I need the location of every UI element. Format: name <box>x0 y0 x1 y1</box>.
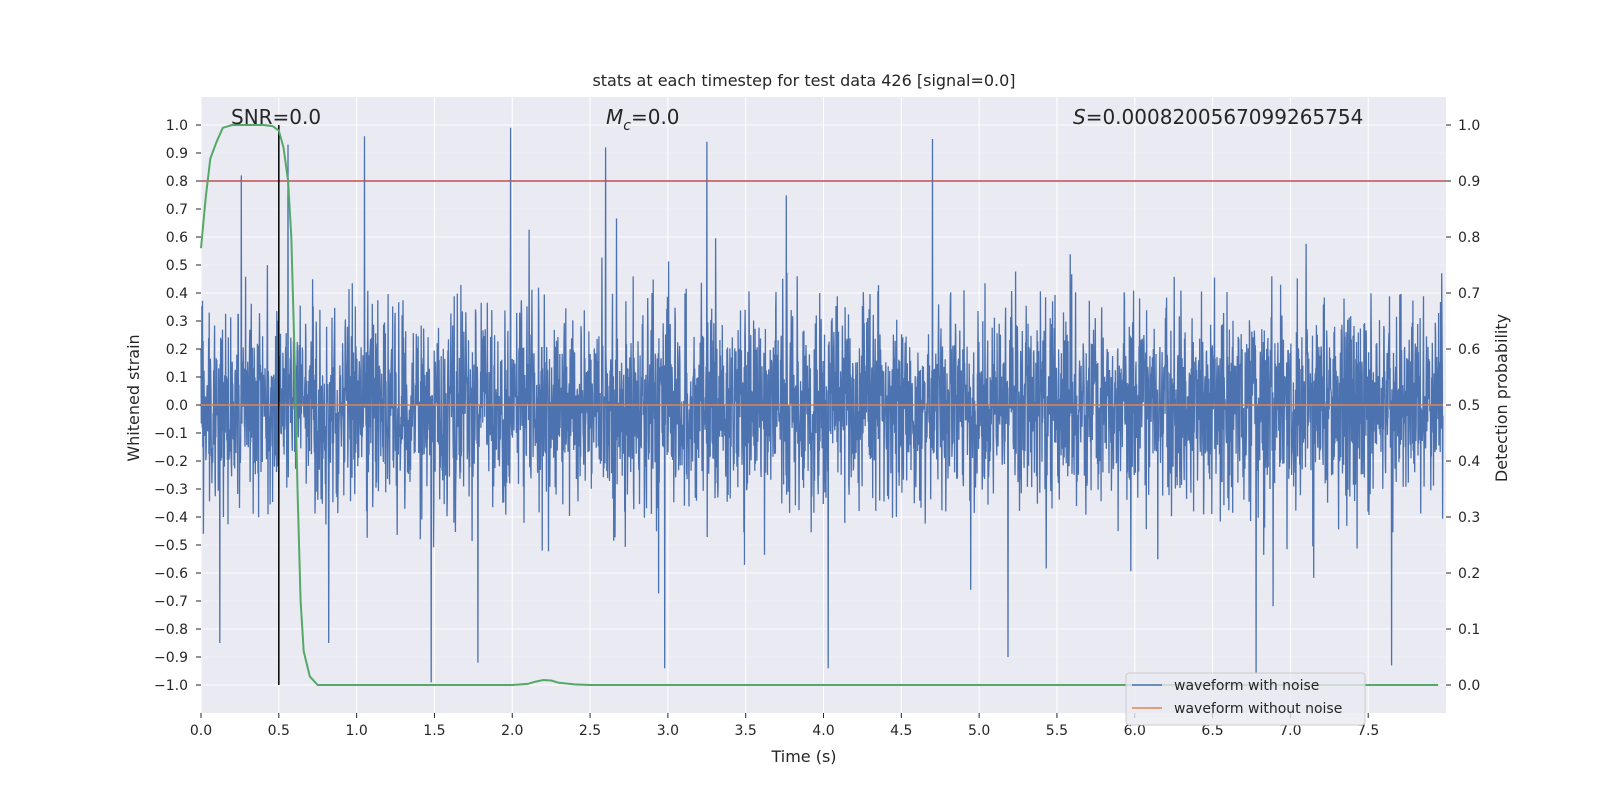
y-tick-label: −0.3 <box>154 482 188 498</box>
x-tick-label: 5.5 <box>1046 723 1068 739</box>
mc-annotation: Mc=0.0 <box>606 105 680 134</box>
y-tick-label: 0.9 <box>166 146 188 162</box>
y2-tick-label: 0.9 <box>1458 174 1480 190</box>
x-tick-label: 0.5 <box>268 723 290 739</box>
snr-annotation: SNR=0.0 <box>231 105 321 129</box>
mc-value: =0.0 <box>631 105 680 129</box>
x-tick-label: 5.0 <box>968 723 990 739</box>
x-tick-label: 7.0 <box>1279 723 1301 739</box>
y2-tick-label: 0.7 <box>1458 286 1480 302</box>
x-tick-label: 4.0 <box>812 723 834 739</box>
detection-probability-series <box>200 124 1439 686</box>
mc-subscript: c <box>623 118 631 134</box>
y-tick-label: 0.4 <box>166 286 188 302</box>
y2-tick-label: 1.0 <box>1458 118 1480 134</box>
y-tick-label: −0.1 <box>154 426 188 442</box>
y2-tick-label: 0.3 <box>1458 510 1480 526</box>
y-tick-label: 0.7 <box>166 202 188 218</box>
y-axis-label: Whitened strain <box>124 334 143 461</box>
y2-axis-label: Detection probability <box>1492 314 1511 482</box>
chart-title: stats at each timestep for test data 426… <box>592 71 1015 90</box>
x-tick-label: 1.0 <box>345 723 367 739</box>
y-tick-label: 0.8 <box>166 174 188 190</box>
y-tick-label: −0.7 <box>154 594 188 610</box>
y2-tick-label: 0.2 <box>1458 566 1480 582</box>
y-tick-label: −0.9 <box>154 650 188 666</box>
y-tick-label: 0.2 <box>166 342 188 358</box>
legend-label-clean: waveform without noise <box>1174 701 1342 717</box>
waveform-with-noise-series <box>200 127 1444 683</box>
s-value: =0.0008200567099265754 <box>1086 105 1364 129</box>
y-tick-label: −0.2 <box>154 454 188 470</box>
x-axis-label: Time (s) <box>770 747 836 766</box>
x-tick-label: 2.0 <box>501 723 523 739</box>
y2-tick-label: 0.6 <box>1458 342 1480 358</box>
x-tick-label: 4.5 <box>890 723 912 739</box>
y-tick-label: 0.6 <box>166 230 188 246</box>
legend: waveform with noise waveform without noi… <box>1125 672 1366 726</box>
y-tick-label: 0.3 <box>166 314 188 330</box>
y-tick-label: 0.1 <box>166 370 188 386</box>
s-symbol: S <box>1073 105 1086 129</box>
s-annotation: S=0.0008200567099265754 <box>1073 105 1363 129</box>
x-axis-ticks: 0.0 0.5 1.0 1.5 2.0 2.5 3.0 3.5 4.0 4.5 5.0 5.5 6.0 6… <box>190 713 1379 739</box>
x-tick-label: 6.0 <box>1124 723 1146 739</box>
x-tick-label: 3.5 <box>735 723 757 739</box>
y2-axis-ticks: 0.0 0.1 0.2 0.3 0.4 0.5 0.6 0.7 0.8 0.9 1.0 <box>1446 118 1480 694</box>
y2-tick-label: 0.5 <box>1458 398 1480 414</box>
x-tick-label: 1.5 <box>423 723 445 739</box>
x-tick-label: 0.0 <box>190 723 212 739</box>
y2-tick-label: 0.0 <box>1458 678 1480 694</box>
y-tick-label: −1.0 <box>154 678 188 694</box>
x-tick-label: 6.5 <box>1201 723 1223 739</box>
legend-label-noise: waveform with noise <box>1174 678 1319 694</box>
y-tick-label: −0.5 <box>154 538 188 554</box>
noise-waveform-path <box>200 127 1444 683</box>
y2-tick-label: 0.8 <box>1458 230 1480 246</box>
y-tick-label: 0.5 <box>166 258 188 274</box>
x-tick-label: 3.0 <box>657 723 679 739</box>
y-tick-label: 1.0 <box>166 118 188 134</box>
mc-symbol: M <box>606 105 623 129</box>
y-tick-label: −0.8 <box>154 622 188 638</box>
x-tick-label: 7.5 <box>1357 723 1379 739</box>
legend-box <box>1125 672 1366 726</box>
y2-tick-label: 0.4 <box>1458 454 1480 470</box>
y-tick-label: −0.6 <box>154 566 188 582</box>
y-axis-ticks: −1.0 −0.9 −0.8 −0.7 −0.6 −0.5 −0.4 −0.3 −0.2 −0.1… <box>154 118 201 694</box>
y2-tick-label: 0.1 <box>1458 622 1480 638</box>
x-tick-label: 2.5 <box>579 723 601 739</box>
y-tick-label: −0.4 <box>154 510 188 526</box>
y-tick-label: 0.0 <box>166 398 188 414</box>
